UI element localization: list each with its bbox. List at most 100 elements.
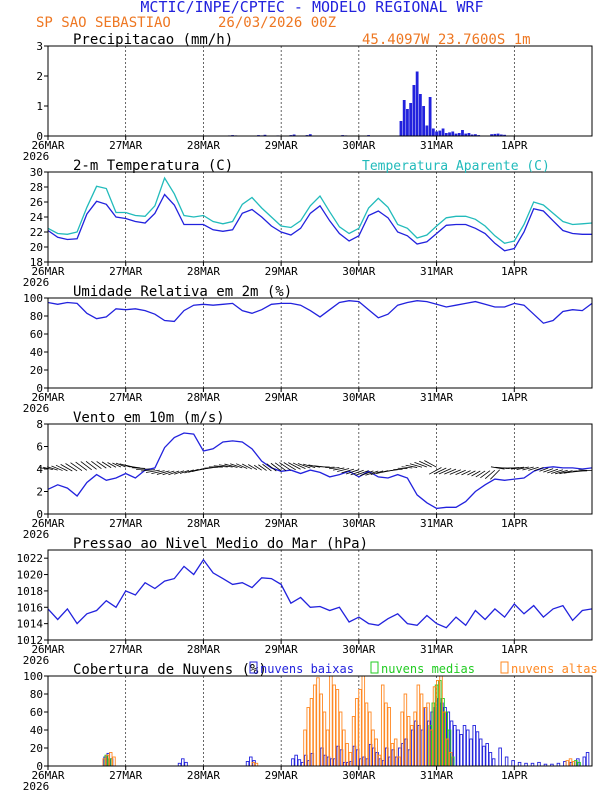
wind-frame	[47, 423, 593, 515]
wind-arrow	[405, 464, 418, 468]
pressure-ytick-label: 1018	[17, 585, 44, 598]
wind-xtick-label: 31MAR	[420, 517, 453, 530]
cloud-bar-nuvens-baixas	[537, 761, 541, 767]
cloud-bar-nuvens-baixas	[297, 759, 302, 767]
precip-bar	[493, 133, 497, 136]
pressure-xtick-label: 1APR	[501, 643, 528, 656]
temperature-ytick-label: 28	[30, 181, 43, 194]
wind-arrow	[578, 469, 593, 472]
temperature-ytick-label: 22	[30, 226, 43, 239]
humidity-panel: 0 20 40 60 80 100 26MAR 27MAR 28MAR 29MAR 30MAR 31M…	[23, 284, 593, 415]
cloud-bar-nuvens-baixas	[181, 758, 185, 767]
precip-bar	[263, 134, 267, 136]
cloud-bar-nuvens-altas	[565, 760, 570, 767]
precip-bar	[438, 130, 442, 136]
wind-arrow	[409, 463, 423, 468]
cloud-bar-nuvens-altas	[380, 684, 385, 767]
wind-arrow	[213, 465, 228, 468]
cloud-bar-nuvens-altas	[112, 756, 116, 767]
wind-arrow	[288, 462, 301, 470]
humidity-xtick-label: 29MAR	[265, 391, 298, 404]
wind-arrow	[140, 469, 155, 472]
cloud-bar-nuvens-altas	[358, 689, 362, 767]
precip-year-label: 2026	[23, 150, 50, 163]
pressure-xtick-label: 27MAR	[109, 643, 142, 656]
wind-arrow	[168, 470, 180, 476]
wind-arrow	[543, 468, 554, 473]
wind-arrow	[279, 462, 292, 471]
temperature-ytick-label: 24	[30, 211, 44, 224]
clouds-xtick-label: 28MAR	[187, 769, 220, 782]
clouds-ytick-label: 80	[30, 688, 43, 701]
wind-arrow	[337, 468, 350, 472]
humidity-year-label: 2026	[23, 402, 50, 415]
wind-arrow	[179, 469, 189, 474]
humidity-ytick-label: 60	[30, 328, 43, 341]
wind-arrow	[101, 461, 112, 468]
precip-bar	[467, 133, 471, 136]
precip-bar	[503, 134, 506, 136]
wind-arrow	[360, 470, 374, 476]
clouds-title: Cobertura de Nuvens (%)	[73, 662, 267, 678]
wind-arrow	[96, 461, 107, 469]
precip-bar	[292, 134, 296, 136]
precip-bar	[425, 125, 429, 136]
cloud-bar-nuvens-baixas	[245, 761, 250, 767]
temperature-series-line	[47, 193, 592, 252]
cloud-bar-nuvens-baixas	[498, 747, 502, 767]
wind-arrow	[51, 465, 63, 471]
pressure-xtick-label: 29MAR	[265, 643, 298, 656]
precip-bar	[428, 97, 432, 136]
wind-arrow	[528, 466, 539, 471]
temperature-xtick-label: 27MAR	[109, 265, 142, 278]
wind-arrow	[258, 464, 267, 471]
wind-arrow	[350, 469, 364, 476]
temperature-year-label: 2026	[23, 276, 50, 289]
humidity-ytick-label: 40	[30, 346, 43, 359]
clouds-xtick-label: 27MAR	[109, 769, 142, 782]
wind-xtick-label: 29MAR	[265, 517, 298, 530]
wind-arrow	[551, 469, 563, 474]
clouds-xtick-label: 30MAR	[342, 769, 375, 782]
precip-panel: 0 1 2 3 26MAR 27MAR 28MAR 29MAR 30MAR 31MAR 1APR 20…	[23, 32, 593, 163]
temperature-xtick-label: 1APR	[501, 265, 528, 278]
precip-bar	[499, 134, 503, 136]
humidity-ytick-label: 0	[36, 382, 43, 395]
precip-bar	[399, 121, 403, 136]
wind-arrow	[522, 466, 534, 471]
wind-arrow	[365, 470, 379, 476]
cloud-bar-nuvens-baixas	[456, 729, 460, 767]
precip-bar	[412, 85, 416, 136]
temperature-xtick-label: 29MAR	[265, 265, 298, 278]
wind-ytick-label: 0	[36, 508, 43, 521]
wind-arrow	[55, 464, 68, 472]
clouds-ytick-label: 40	[30, 724, 43, 737]
cloud-bar-nuvens-altas	[423, 707, 427, 767]
cloud-bar-nuvens-altas	[384, 702, 388, 767]
cloud-bar-nuvens-baixas	[462, 725, 467, 767]
wind-arrow	[433, 467, 447, 475]
precip-bar	[444, 133, 448, 136]
temperature-legend: Temperatura Aparente (C)	[362, 159, 550, 174]
wind-arrow	[461, 470, 471, 476]
wind-arrow	[145, 469, 160, 473]
wind-arrow	[387, 469, 398, 472]
wind-ytick-label: 8	[36, 418, 43, 431]
cloud-bar-nuvens-baixas	[478, 738, 483, 767]
wind-arrow	[505, 467, 520, 469]
clouds-ytick-label: 20	[30, 742, 43, 755]
temperature-xtick-label: 28MAR	[187, 265, 220, 278]
wind-xtick-label: 28MAR	[187, 517, 220, 530]
wind-arrow	[401, 466, 413, 469]
pressure-xtick-label: 31MAR	[420, 643, 453, 656]
cloud-bar-nuvens-altas	[426, 702, 430, 767]
temperature-ytick-label: 30	[30, 166, 43, 179]
temperature-ytick-label: 20	[30, 241, 43, 254]
cloud-bar-nuvens-baixas	[469, 738, 473, 767]
wind-arrow	[266, 463, 277, 472]
temperature-xtick-label: 26MAR	[31, 265, 64, 278]
humidity-ytick-label: 20	[30, 364, 43, 377]
precip-bar	[422, 106, 426, 136]
wind-arrow	[302, 463, 316, 468]
precip-ytick-label: 2	[36, 70, 43, 83]
